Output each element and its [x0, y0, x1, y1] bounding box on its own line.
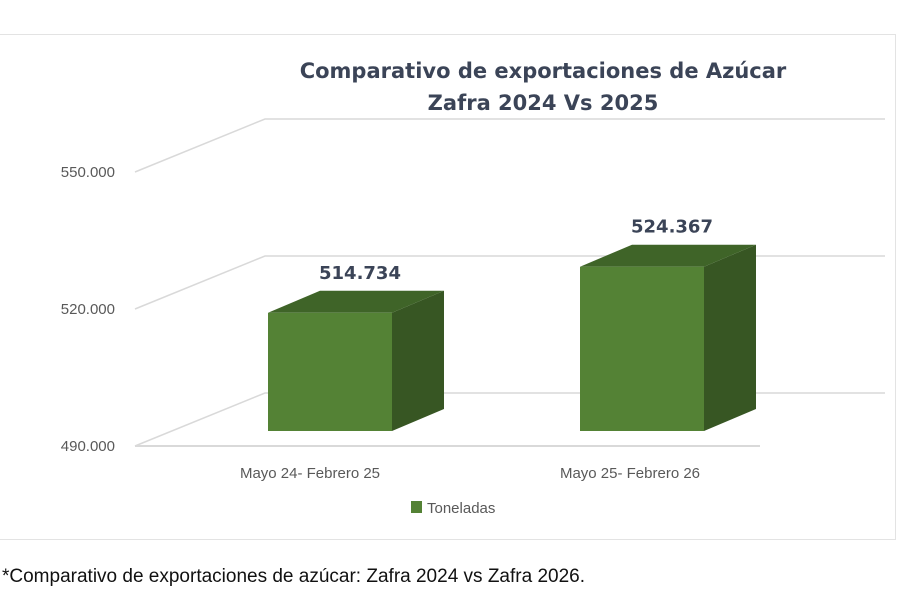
data-label: 524.367 [631, 217, 713, 238]
x-category-label: Mayo 24- Febrero 25 [240, 465, 380, 482]
x-category-label: Mayo 25- Febrero 26 [560, 465, 700, 482]
bar-top [580, 244, 756, 267]
bar [268, 312, 392, 431]
chart-frame [0, 34, 896, 540]
gridline [134, 118, 885, 173]
bar-top [268, 290, 444, 313]
chart-title-line-2: Zafra 2024 Vs 2025 [428, 91, 659, 115]
footnote: *Comparativo de exportaciones de azúcar:… [2, 566, 585, 587]
y-tick-label: 550.000 [61, 164, 115, 181]
gridline [134, 392, 885, 447]
bar [580, 266, 704, 431]
legend-swatch [411, 501, 422, 513]
data-label: 514.734 [319, 263, 401, 284]
legend-label: Toneladas [427, 500, 495, 517]
y-tick-label: 490.000 [61, 438, 115, 455]
bar-side [392, 290, 444, 431]
bar-side [704, 244, 756, 431]
gridline [134, 255, 885, 310]
chart-title-line-1: Comparativo de exportaciones de Azúcar [300, 59, 787, 83]
y-tick-label: 520.000 [61, 301, 115, 318]
